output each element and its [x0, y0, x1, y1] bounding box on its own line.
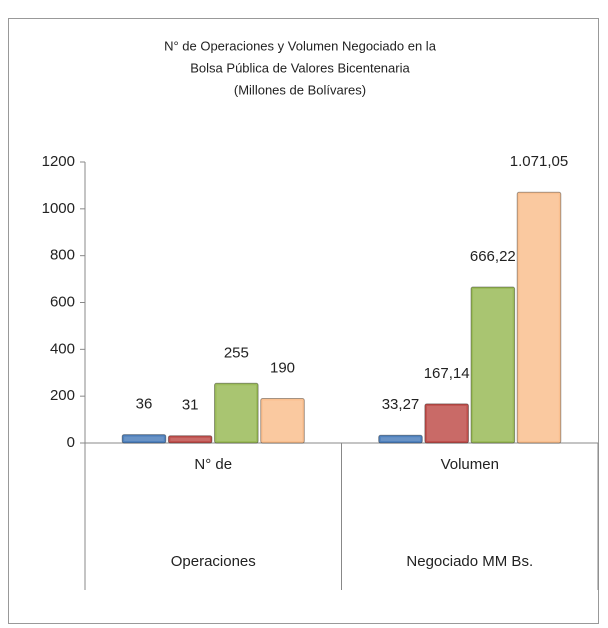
y-tick-label: 0 — [67, 434, 75, 451]
chart-title: Bolsa Pública de Valores Bicentenaria — [190, 60, 410, 75]
bar — [167, 435, 213, 444]
data-label: 31 — [182, 397, 199, 414]
data-label: 1.071,05 — [510, 153, 568, 170]
x-tick-label: Operaciones — [171, 553, 256, 570]
bar — [516, 191, 562, 444]
bar — [260, 398, 305, 444]
data-label: 190 — [270, 359, 295, 376]
bar — [470, 286, 516, 444]
y-tick-label: 1200 — [42, 153, 75, 170]
bar — [214, 382, 259, 444]
data-label: 666,22 — [470, 248, 516, 265]
x-tick-label: Volumen — [441, 456, 499, 473]
chart-title: (Millones de Bolívares) — [234, 82, 366, 97]
bar — [121, 434, 167, 444]
x-tick-label: Negociado MM Bs. — [406, 553, 533, 570]
y-tick-label: 800 — [50, 247, 75, 264]
data-label: 167,14 — [424, 365, 470, 382]
bar-shade — [170, 437, 210, 441]
bar-shade — [262, 400, 303, 441]
data-label: 33,27 — [382, 396, 420, 413]
bar — [378, 434, 423, 444]
y-tick-label: 400 — [50, 340, 75, 357]
bar-shade — [380, 437, 421, 441]
data-label: 255 — [224, 344, 249, 361]
data-label: 36 — [136, 396, 153, 413]
bar — [424, 403, 469, 444]
y-tick-label: 200 — [50, 387, 75, 404]
chart-title: N° de Operaciones y Volumen Negociado en… — [164, 38, 437, 53]
bar-shade — [426, 405, 467, 441]
bar-shade — [519, 194, 559, 441]
x-tick-label: N° de — [194, 456, 232, 473]
bar-shade — [216, 385, 257, 441]
y-tick-label: 1000 — [42, 200, 75, 217]
y-tick-label: 600 — [50, 293, 75, 310]
bar-shade — [473, 288, 513, 441]
bar-shade — [124, 436, 164, 441]
